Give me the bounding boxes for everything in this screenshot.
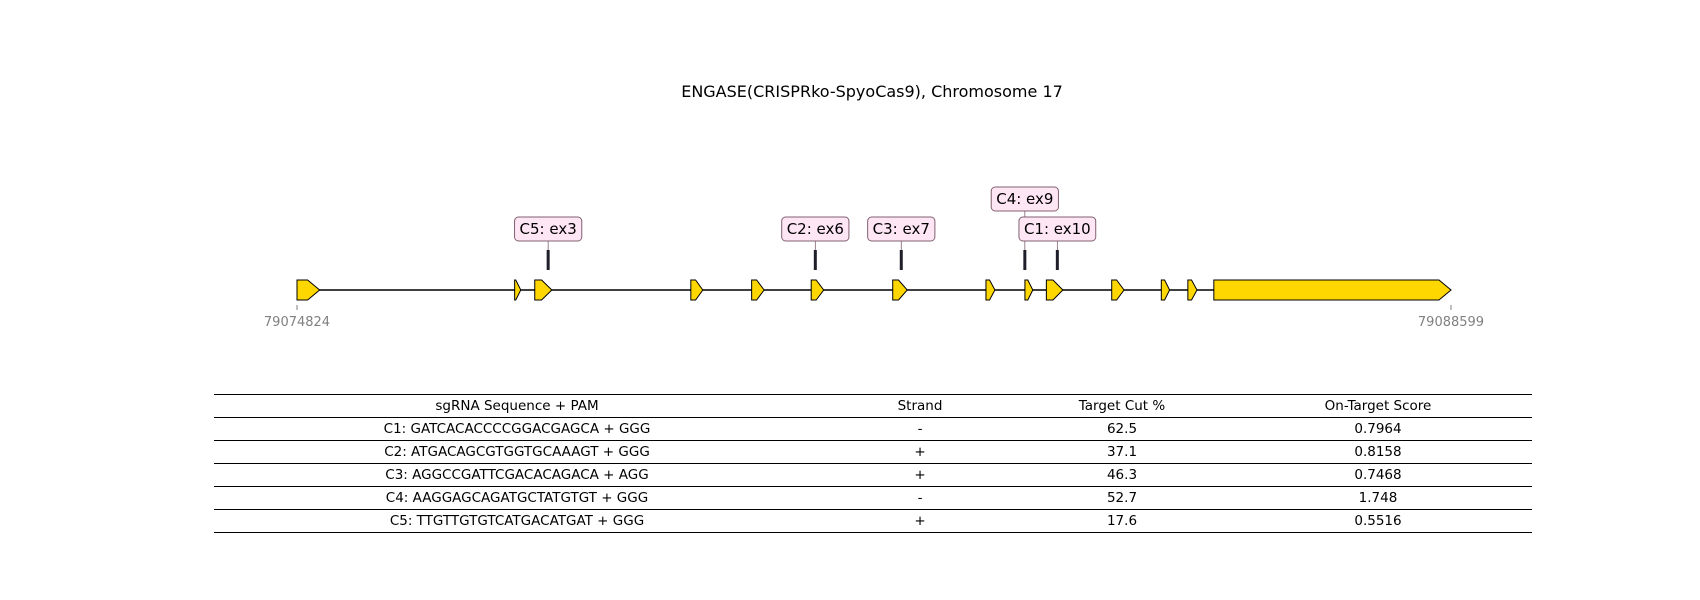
cut-site-label-box [781, 216, 850, 242]
cell-strand: - [820, 486, 1020, 510]
cut-site-label-box [867, 216, 936, 242]
table-row: C3: AGGCCGATTCGACACAGACA + AGG + 46.3 0.… [214, 463, 1532, 487]
cell-strand: - [820, 417, 1020, 441]
cell-target-cut: 46.3 [1020, 463, 1224, 487]
cell-target-cut: 52.7 [1020, 486, 1224, 510]
exon-7 [892, 279, 908, 301]
cell-sequence: C1: GATCACACCCCGGACGAGCA + GGG [214, 417, 820, 441]
table-row: C4: AAGGAGCAGATGCTATGTGT + GGG - 52.7 1.… [214, 486, 1532, 510]
table-row: C1: GATCACACCCCGGACGAGCA + GGG - 62.5 0.… [214, 417, 1532, 441]
header-on-target-score: On-Target Score [1224, 394, 1532, 418]
cut-site-c2: C2: ex6 [781, 216, 850, 270]
gene-diagram: C5: ex3 C2: ex6 C3: ex7 C4: ex9 C1: ex10 790… [264, 186, 1484, 330]
cell-strand: + [820, 463, 1020, 487]
cut-site-label: C1: ex10 [1024, 220, 1091, 238]
cell-on-target-score: 1.748 [1224, 486, 1532, 510]
exon-11 [1111, 279, 1125, 301]
cut-site-c3: C3: ex7 [867, 216, 936, 270]
cut-site-c5: C5: ex3 [514, 216, 583, 270]
cell-on-target-score: 0.7468 [1224, 463, 1532, 487]
cell-strand: + [820, 440, 1020, 464]
exon-4 [690, 279, 704, 301]
cell-strand: + [820, 509, 1020, 533]
exon-layer [296, 279, 1452, 301]
cut-site-label: C4: ex9 [996, 190, 1053, 208]
sgrna-table: sgRNA Sequence + PAM Strand Target Cut %… [214, 394, 1532, 533]
exon-6 [810, 279, 825, 301]
cut-site-layer: C5: ex3 C2: ex6 C3: ex7 C4: ex9 C1: ex10 [514, 186, 1097, 270]
chart-title: ENGASE(CRISPRko-SpyoCas9), Chromosome 17 [681, 82, 1063, 101]
cell-target-cut: 62.5 [1020, 417, 1224, 441]
cut-site-label-box [990, 186, 1059, 212]
exon-8 [985, 279, 996, 301]
exon-9 [1024, 279, 1034, 301]
end-coordinate-label: 79088599 [1418, 315, 1484, 330]
cell-sequence: C3: AGGCCGATTCGACACAGACA + AGG [214, 463, 820, 487]
cell-sequence: C4: AAGGAGCAGATGCTATGTGT + GGG [214, 486, 820, 510]
exon-13 [1187, 279, 1198, 301]
exon-10 [1045, 279, 1064, 301]
header-sequence: sgRNA Sequence + PAM [214, 394, 820, 418]
cell-target-cut: 17.6 [1020, 509, 1224, 533]
cut-site-label: C5: ex3 [520, 220, 577, 238]
cell-target-cut: 37.1 [1020, 440, 1224, 464]
table-row: C2: ATGACAGCGTGGTGCAAAGT + GGG + 37.1 0.… [214, 440, 1532, 464]
exon-2 [514, 279, 522, 301]
cell-on-target-score: 0.5516 [1224, 509, 1532, 533]
start-coordinate-label: 79074824 [264, 315, 330, 330]
cell-on-target-score: 0.7964 [1224, 417, 1532, 441]
cut-site-label: C2: ex6 [787, 220, 844, 238]
header-strand: Strand [820, 394, 1020, 418]
cut-site-c1: C1: ex10 [1018, 216, 1097, 270]
exon-14 [1213, 279, 1452, 301]
cell-sequence: C5: TTGTTGTGTCATGACATGAT + GGG [214, 509, 820, 533]
exon-3 [534, 279, 553, 301]
cut-site-label-box [1018, 216, 1097, 242]
exon-1 [296, 279, 321, 301]
table-header-row: sgRNA Sequence + PAM Strand Target Cut %… [214, 394, 1532, 418]
cell-sequence: C2: ATGACAGCGTGGTGCAAAGT + GGG [214, 440, 820, 464]
header-target-cut: Target Cut % [1020, 394, 1224, 418]
table-row: C5: TTGTTGTGTCATGACATGAT + GGG + 17.6 0.… [214, 509, 1532, 533]
cell-on-target-score: 0.8158 [1224, 440, 1532, 464]
cut-site-label: C3: ex7 [873, 220, 930, 238]
cut-site-label-box [514, 216, 583, 242]
exon-5 [751, 279, 765, 301]
exon-12 [1160, 279, 1171, 301]
